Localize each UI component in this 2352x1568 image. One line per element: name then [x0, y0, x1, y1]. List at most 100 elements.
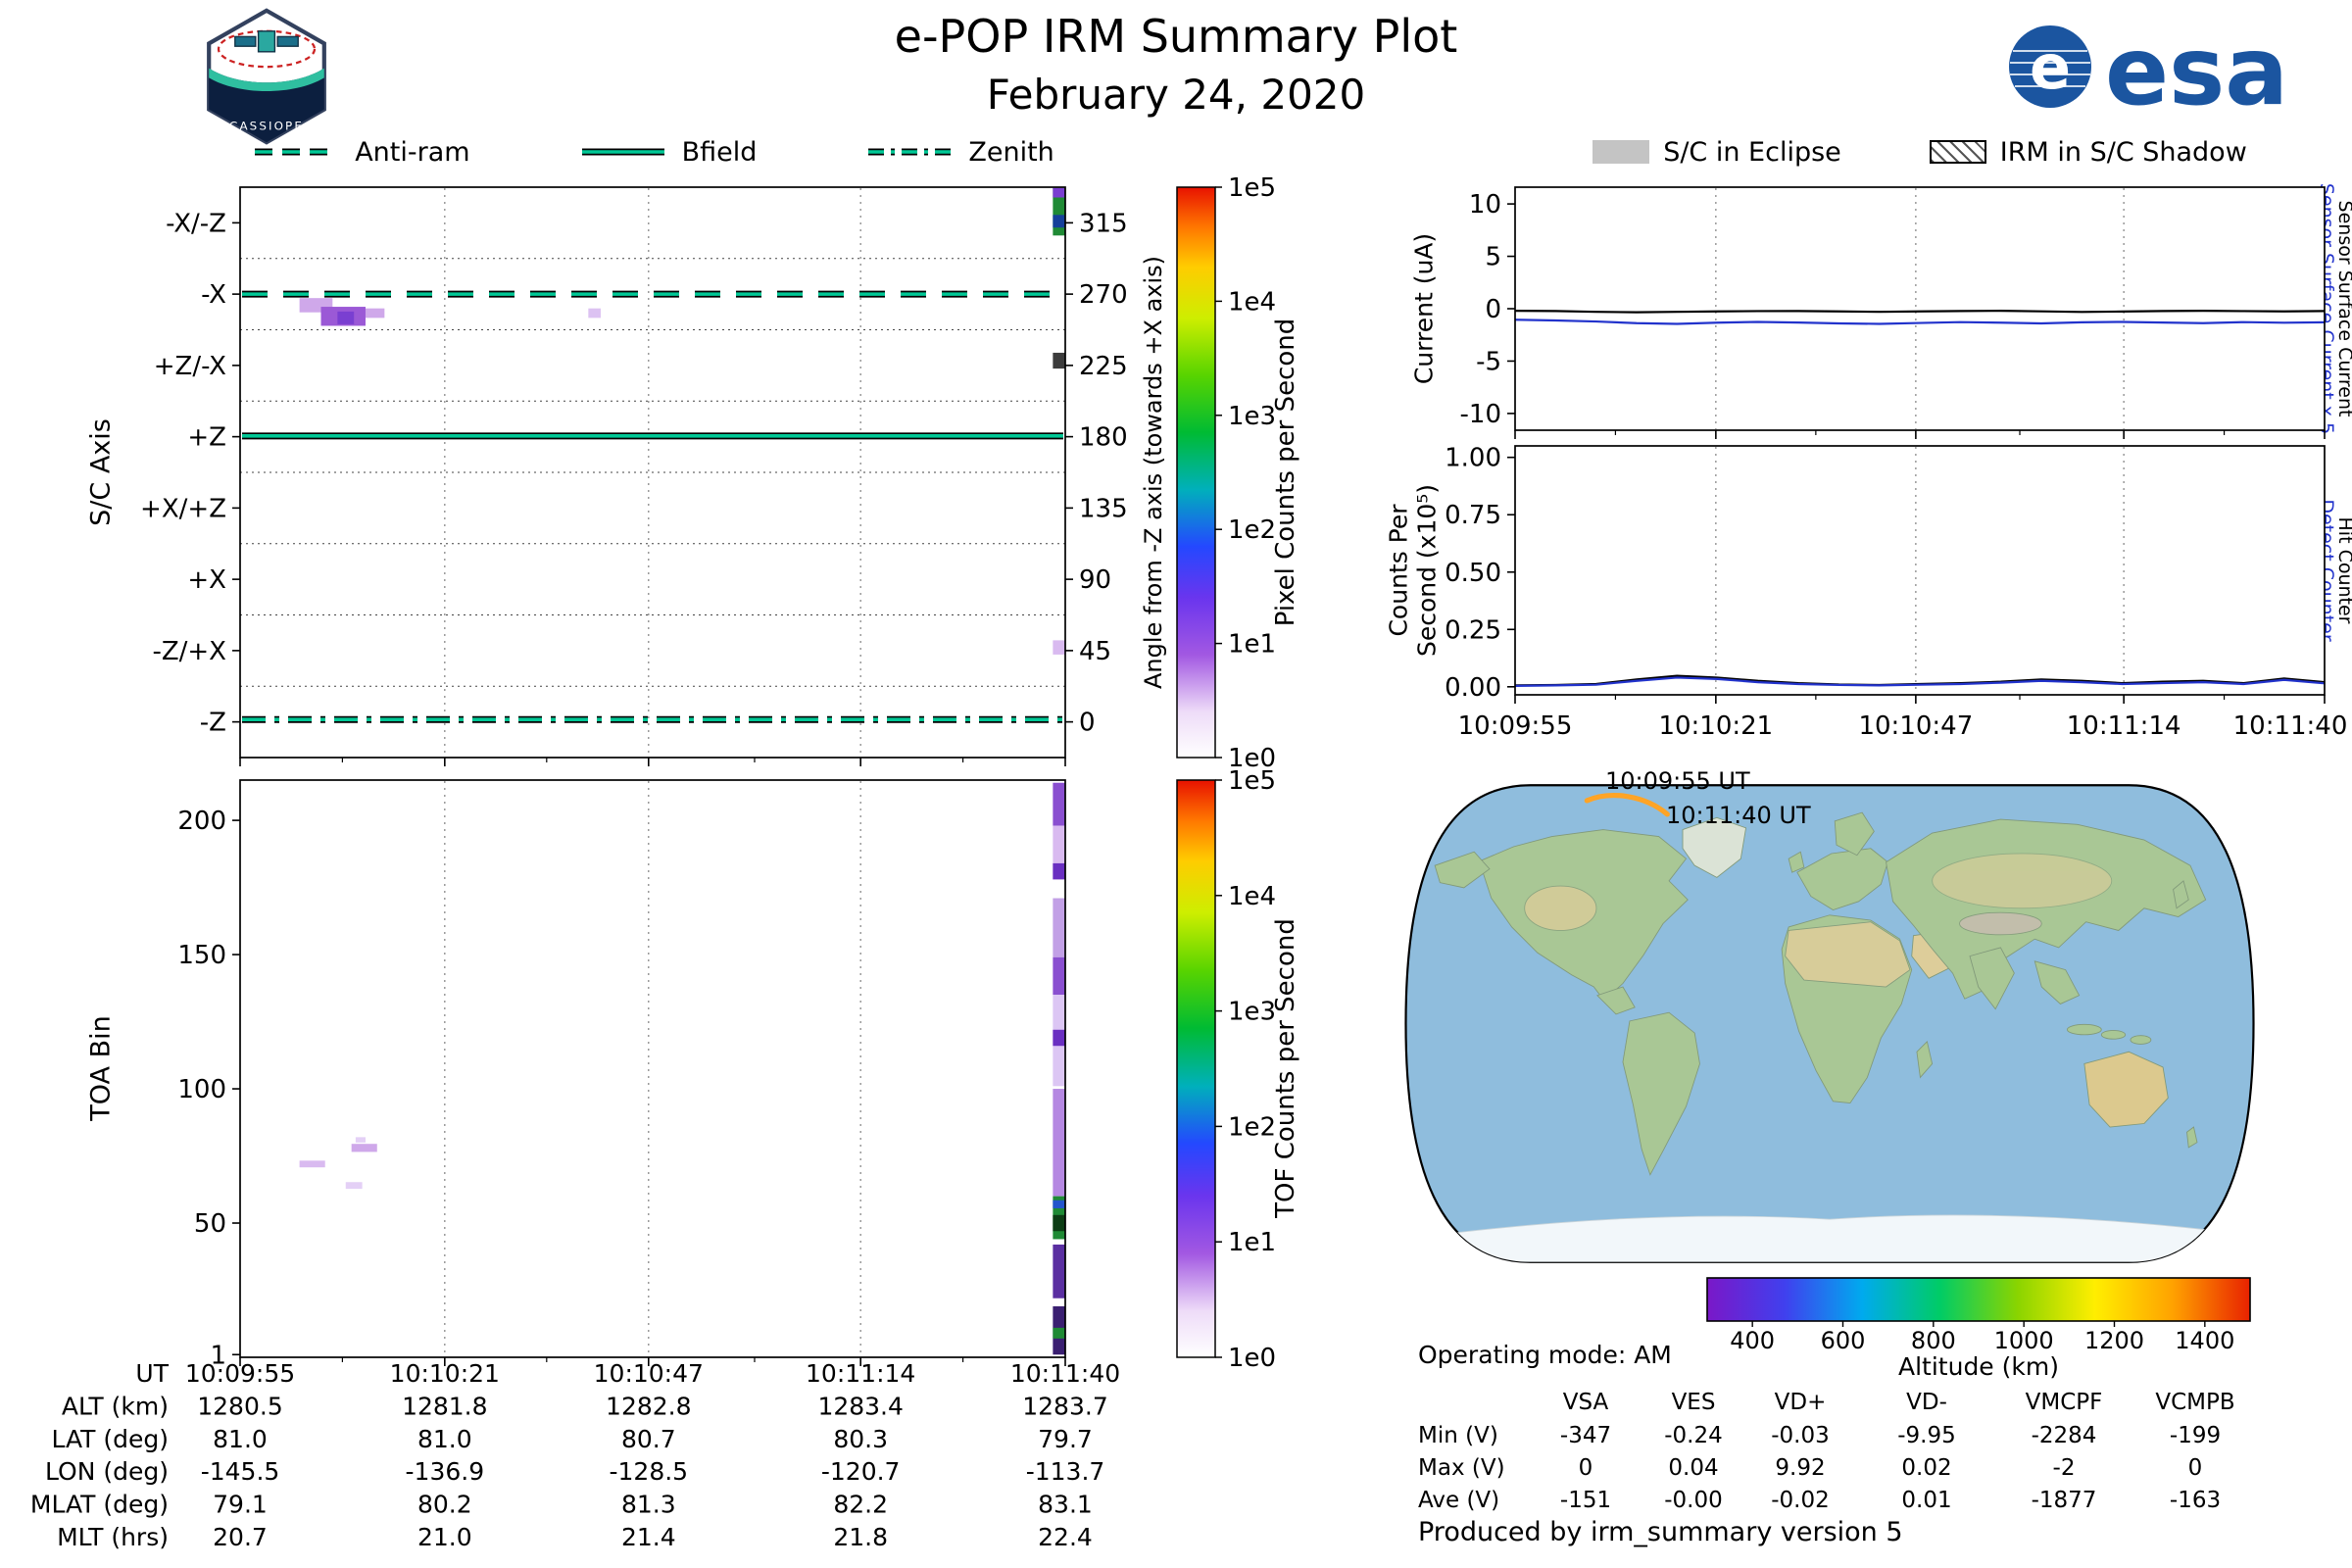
sc-axis-tick-label: -Z — [200, 709, 226, 738]
ephemeris-cell: 81.0 — [213, 1425, 268, 1453]
cassiope-badge-text: CASSIOPE — [229, 120, 304, 133]
angle-axis-label: Angle from -Z axis (towards +X axis) — [1140, 255, 1167, 690]
produced-by: Produced by irm_summary version 5 — [1418, 1517, 1903, 1547]
voltage-cell: 0 — [1579, 1455, 1593, 1481]
voltage-cell: 0.01 — [1901, 1488, 1951, 1513]
voltage-col-header: VCMPB — [2155, 1390, 2234, 1415]
toa-tick-label: 200 — [177, 807, 226, 836]
ephemeris-row-label: UT — [135, 1359, 169, 1388]
sc-axis-tick-label: -Z/+X — [152, 637, 226, 666]
ephemeris-row-label: MLT (hrs) — [57, 1523, 169, 1551]
counts-tick-label: 1.00 — [1445, 444, 1501, 473]
current-tick-label: -5 — [1476, 347, 1501, 376]
counts-tick-label: 0.25 — [1445, 615, 1501, 645]
esa-wordmark: esa — [2105, 17, 2288, 123]
current-tick-label: 0 — [1485, 295, 1501, 324]
ephemeris-cell: 83.1 — [1038, 1491, 1093, 1519]
time-tick-label: 10:10:47 — [1858, 711, 1973, 741]
ephemeris-cell: -113.7 — [1026, 1457, 1105, 1486]
ephemeris-cell: 10:10:47 — [594, 1359, 704, 1388]
ephemeris-cell: 81.0 — [417, 1425, 472, 1453]
colorbar-tick-label: 1e4 — [1228, 287, 1276, 317]
colorbar-tick-label: 1e2 — [1228, 1112, 1276, 1142]
ephemeris-cell: 21.8 — [833, 1523, 888, 1551]
voltage-row-label: Max (V) — [1418, 1455, 1505, 1481]
voltage-col-header: VD+ — [1775, 1390, 1827, 1415]
ephemeris-cell: 79.1 — [213, 1491, 268, 1519]
voltage-cell: 0 — [2188, 1455, 2203, 1481]
altitude-tick-label: 1000 — [1994, 1327, 2054, 1354]
track-start-time-label: 10:09:55 UT — [1605, 767, 1750, 795]
time-tick-label: 10:10:21 — [1658, 711, 1773, 741]
ephemeris-cell: 1282.8 — [606, 1392, 691, 1420]
legend-anti-ram-label: Anti-ram — [355, 136, 470, 168]
colorbar-tick-label: 1e4 — [1228, 882, 1276, 911]
altitude-tick-label: 400 — [1730, 1327, 1775, 1354]
esa-logo-graphic: e esa — [2009, 17, 2288, 123]
voltage-row-label: Min (V) — [1418, 1423, 1498, 1448]
counts-tick-label: 0.00 — [1445, 673, 1501, 703]
ephemeris-cell: 21.0 — [417, 1523, 472, 1551]
angle-tick-label: 225 — [1079, 352, 1128, 381]
ephemeris-cell: 80.2 — [417, 1491, 472, 1519]
tof-counts-colorbar-label: TOF Counts per Second — [1271, 918, 1300, 1218]
toa-tick-label: 100 — [177, 1075, 226, 1104]
toa-bin-ylabel: TOA Bin — [85, 1015, 117, 1121]
ephemeris-cell: 1281.8 — [402, 1392, 487, 1420]
ephemeris-cell: 79.7 — [1038, 1425, 1093, 1453]
current-tick-label: -10 — [1460, 400, 1501, 429]
world-map — [1404, 784, 2255, 1263]
left-plot-legend: Anti-ram Bfield Zenith — [240, 135, 1065, 169]
legend-zenith-label: Zenith — [968, 136, 1054, 168]
sc-axis-tick-label: +X/+Z — [140, 494, 226, 523]
current-tick-label: 10 — [1469, 190, 1501, 220]
toa-tick-label: 150 — [177, 941, 226, 970]
colorbar-tick-label: 1e0 — [1228, 744, 1276, 773]
legend-eclipse: S/C in Eclipse — [1592, 137, 1841, 168]
voltage-col-header: VMCPF — [2026, 1390, 2103, 1415]
cassiope-mission-badge: CASSIOPE — [195, 8, 338, 145]
esa-globe-e: e — [2030, 31, 2071, 103]
satellite-panel-left-icon — [234, 35, 257, 47]
colorbar-tick-label: 1e5 — [1228, 173, 1276, 203]
current-tick-label: 5 — [1485, 243, 1501, 272]
sc-axis-tick-label: +Z/-X — [154, 352, 226, 381]
south-america — [1622, 1011, 1700, 1176]
legend-zenith: Zenith — [864, 137, 1054, 168]
ephemeris-cell: 82.2 — [833, 1491, 888, 1519]
ephemeris-cell: -120.7 — [821, 1457, 901, 1486]
voltage-cell: 0.04 — [1668, 1455, 1718, 1481]
legend-anti-ram: Anti-ram — [251, 136, 470, 168]
badge-orbit-ellipse — [217, 29, 317, 69]
ephemeris-row-label: MLAT (deg) — [30, 1491, 169, 1519]
legend-irm-shadow: IRM in S/C Shadow — [1929, 137, 2247, 168]
satellite-body-icon — [257, 30, 276, 53]
badge-aurora-arc — [209, 68, 324, 92]
voltage-cell: -0.00 — [1664, 1488, 1723, 1513]
india — [1969, 947, 2015, 1010]
ephemeris-cell: 10:11:40 — [1010, 1359, 1120, 1388]
counts-tick-label: 0.50 — [1445, 559, 1501, 588]
ephemeris-cell: -128.5 — [609, 1457, 688, 1486]
colorbar-tick-label: 1e0 — [1228, 1344, 1276, 1373]
colorbar-tick-label: 1e1 — [1228, 1228, 1276, 1257]
voltage-cell: -151 — [1560, 1488, 1611, 1513]
ephemeris-cell: 10:11:14 — [806, 1359, 915, 1388]
ephemeris-cell: 22.4 — [1038, 1523, 1093, 1551]
toa-tick-label: 50 — [194, 1209, 226, 1239]
esa-logo: e esa — [1999, 14, 2332, 123]
legend-bfield-label: Bfield — [681, 136, 758, 168]
zenith-dashdot-line-sample — [868, 148, 952, 156]
voltage-cell: -347 — [1560, 1423, 1611, 1448]
angle-tick-label: 90 — [1079, 565, 1111, 595]
voltage-cell: 9.92 — [1775, 1455, 1825, 1481]
europe — [1796, 848, 1888, 911]
colorbar-tick-label: 1e5 — [1228, 766, 1276, 796]
sc-axis-tick-label: +Z — [187, 423, 226, 453]
time-tick-label: 10:09:55 — [1458, 711, 1573, 741]
indonesia-3 — [2130, 1035, 2152, 1045]
toa-tick-label: 1 — [210, 1341, 226, 1370]
ephemeris-cell: 21.4 — [621, 1523, 676, 1551]
new-zealand — [2186, 1126, 2198, 1149]
time-tick-label: 10:11:40 — [2233, 711, 2348, 741]
